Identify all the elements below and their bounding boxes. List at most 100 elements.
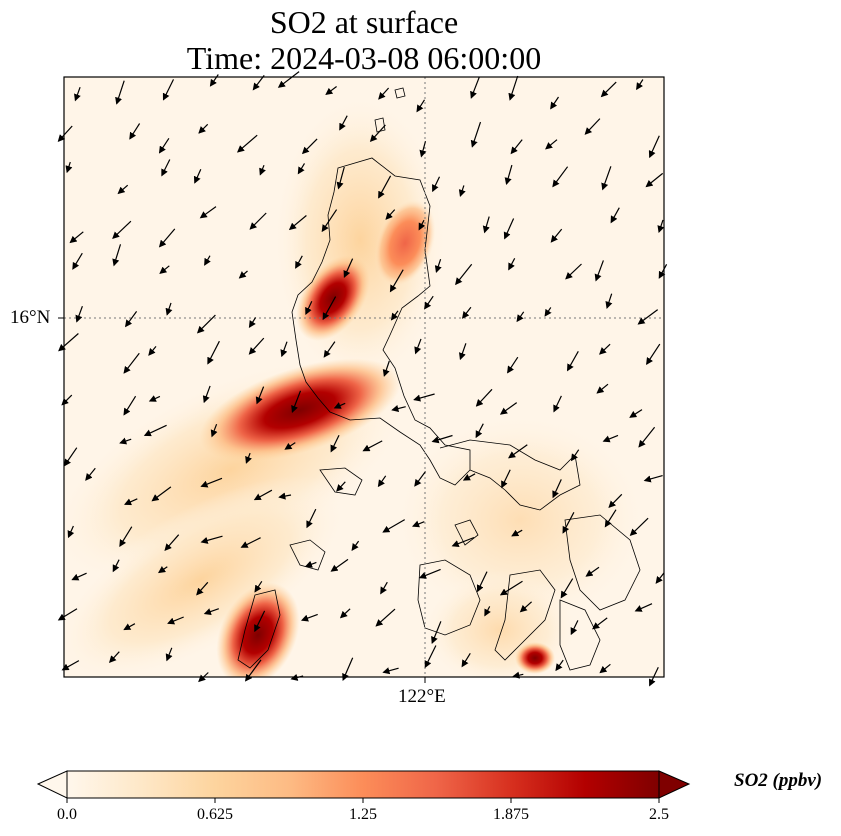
wind-arrow	[508, 75, 519, 101]
wind-arrow	[112, 244, 122, 267]
coast-panay	[417, 559, 481, 636]
map-frame	[63, 76, 665, 678]
wind-arrow	[550, 96, 559, 110]
wind-arrow	[416, 99, 426, 113]
wind-arrow	[389, 269, 404, 293]
hotspot-north-luzon-interior	[374, 199, 436, 287]
wind-arrow	[75, 305, 83, 323]
wind-arrow	[462, 473, 476, 481]
wind-arrow	[434, 259, 442, 274]
wind-arrow	[649, 666, 659, 687]
wind-arrow	[342, 657, 354, 682]
wind-arrow	[508, 444, 528, 459]
wind-arrow	[200, 477, 223, 488]
wind-arrow	[164, 534, 180, 552]
wind-arrow	[501, 469, 511, 489]
wind-arrow	[115, 80, 125, 105]
wind-arrow	[248, 337, 265, 355]
wind-arrow	[304, 560, 317, 568]
wind-arrow	[123, 395, 137, 416]
wind-arrow	[476, 571, 488, 593]
wind-arrow	[629, 517, 649, 537]
wind-arrow	[475, 388, 493, 407]
wind-arrow	[254, 610, 266, 633]
wind-arrow	[209, 74, 219, 87]
colorbar-tick-label: 1.25	[349, 806, 377, 823]
colorbar-tick-label: 0.625	[197, 806, 233, 823]
map-title: SO2 at surface	[269, 4, 459, 40]
wind-arrow	[382, 360, 390, 377]
wind-arrow	[351, 540, 360, 551]
wind-arrow	[67, 525, 75, 539]
wind-arrow	[377, 475, 387, 488]
wind-arrow	[343, 258, 354, 278]
wind-arrow	[382, 519, 406, 533]
wind-arrow	[321, 209, 338, 233]
wind-arrow	[418, 219, 426, 231]
wind-arrow	[418, 568, 441, 579]
wind-arrow	[112, 559, 120, 573]
coast-island-2	[319, 467, 363, 496]
wind-arrow	[646, 343, 661, 366]
wind-arrow	[124, 498, 138, 506]
wind-arrow	[148, 346, 157, 356]
wind-arrow	[413, 393, 435, 402]
wind-arrow	[161, 159, 171, 177]
wind-arrow	[599, 343, 611, 355]
wind-arrow	[277, 71, 300, 88]
hotspot-manila-bay	[199, 358, 401, 462]
wind-arrow	[655, 572, 665, 584]
wind-arrow	[555, 659, 564, 672]
wind-arrow	[253, 489, 273, 501]
wind-arrow	[236, 134, 258, 153]
coast-island-4	[374, 117, 386, 133]
wind-arrow	[158, 228, 176, 248]
wind-arrow	[158, 137, 170, 154]
wind-arrow	[291, 390, 302, 414]
wind-arrow	[336, 166, 345, 190]
wind-arrow	[204, 255, 211, 266]
wind-arrow	[562, 512, 575, 534]
wind-arrow	[167, 616, 184, 625]
plume-visayas	[390, 410, 650, 630]
wind-arrow	[375, 608, 396, 627]
coast-bicol	[439, 439, 581, 511]
wind-arrow	[499, 580, 523, 596]
wind-arrow	[594, 260, 604, 282]
wind-arrow	[499, 402, 518, 415]
wind-arrow	[339, 115, 348, 131]
wind-arrow	[300, 613, 318, 622]
wind-arrow	[71, 572, 87, 581]
lat-tick-label: 16°N	[10, 307, 51, 328]
wind-arrow	[608, 493, 623, 509]
colorbar-tickmarks	[66, 798, 660, 803]
wind-arrow	[419, 141, 427, 158]
colorbar-extend-high	[658, 770, 691, 799]
wind-arrow	[151, 486, 172, 502]
wind-arrow	[552, 479, 562, 499]
wind-arrow	[306, 508, 317, 529]
colorbar-tick-label: 2.5	[649, 806, 669, 823]
wind-arrow	[601, 166, 612, 191]
wind-arrow	[550, 228, 563, 243]
wind-arrow	[414, 338, 422, 355]
wind-arrow	[148, 395, 161, 402]
wind-arrow	[330, 558, 349, 572]
wind-arrow	[382, 667, 399, 675]
wind-arrow	[378, 175, 392, 199]
wind-arrow	[584, 118, 601, 135]
wind-arrow	[202, 385, 211, 404]
wind-arrow	[74, 86, 81, 102]
wind-arrow	[411, 520, 425, 528]
wind-arrow	[552, 166, 569, 188]
wind-arrow	[391, 405, 406, 413]
wind-arrow	[252, 75, 265, 91]
wind-arrow	[424, 295, 434, 310]
wind-arrow	[610, 207, 620, 224]
wind-arrow	[511, 529, 523, 537]
wind-arrow	[254, 580, 263, 593]
wind-arrow	[519, 601, 533, 613]
wind-arrow	[461, 652, 471, 668]
